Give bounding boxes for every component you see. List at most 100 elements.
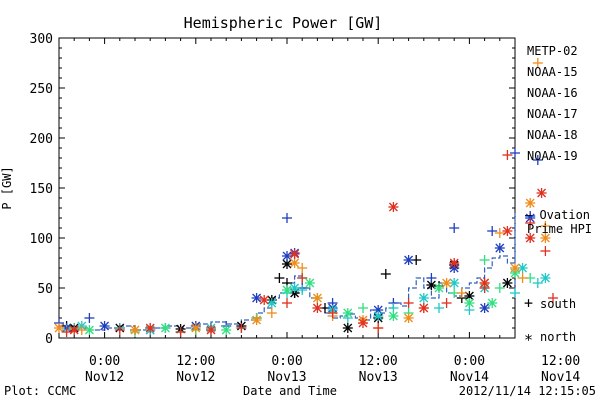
x-tick-label-day: Nov13 bbox=[359, 370, 398, 385]
x-tick-label-time: 12:00 bbox=[176, 354, 215, 369]
north-marker bbox=[206, 325, 216, 335]
south-marker bbox=[84, 313, 95, 323]
south-marker bbox=[548, 293, 558, 303]
y-tick-label: 50 bbox=[37, 282, 53, 297]
north-marker bbox=[502, 226, 513, 236]
x-tick-label-time: 0:00 bbox=[454, 354, 485, 369]
north-marker bbox=[130, 325, 140, 335]
north-marker bbox=[418, 293, 429, 303]
x-axis: 0:00Nov1212:00Nov120:00Nov1312:00Nov130:… bbox=[58, 38, 580, 385]
south-marker bbox=[441, 298, 452, 308]
south-marker bbox=[297, 285, 308, 295]
y-tick-label: 250 bbox=[30, 82, 53, 97]
south-marker bbox=[61, 327, 72, 337]
north-marker bbox=[251, 293, 262, 303]
north-marker bbox=[510, 263, 520, 273]
south-marker bbox=[532, 155, 543, 165]
data-markers bbox=[54, 58, 558, 337]
south-marker bbox=[540, 246, 551, 256]
north-marker bbox=[358, 318, 368, 328]
south-marker bbox=[532, 278, 543, 288]
legend-entry: NOAA-17 bbox=[527, 107, 578, 121]
x-tick-label-day: Nov13 bbox=[267, 370, 306, 385]
south-marker bbox=[479, 255, 490, 265]
north-marker bbox=[69, 325, 80, 335]
north-marker bbox=[525, 198, 536, 208]
south-marker bbox=[426, 273, 437, 283]
north-marker bbox=[190, 323, 201, 333]
x-tick-label-time: 0:00 bbox=[271, 354, 302, 369]
south-marker bbox=[236, 323, 247, 333]
south-marker bbox=[380, 269, 391, 279]
x-tick-label-time: 12:00 bbox=[359, 354, 398, 369]
south-marker bbox=[510, 148, 520, 158]
marker-legend-symbol: * bbox=[524, 331, 533, 349]
south-marker bbox=[532, 58, 543, 68]
y-tick-label: 150 bbox=[30, 182, 53, 197]
south-marker bbox=[434, 303, 444, 313]
marker-legend: + south * north bbox=[524, 294, 576, 349]
ovation-series bbox=[58, 213, 516, 331]
x-tick-label-time: 12:00 bbox=[541, 354, 580, 369]
north-marker bbox=[540, 273, 551, 283]
legend-entry: NOAA-18 bbox=[527, 128, 578, 142]
x-tick-label-day: Nov14 bbox=[541, 370, 580, 385]
north-marker bbox=[502, 278, 513, 288]
north-marker bbox=[160, 323, 171, 333]
north-marker bbox=[388, 202, 399, 212]
south-marker bbox=[540, 221, 551, 231]
legend-entry: METP-02 bbox=[527, 44, 578, 58]
north-marker bbox=[403, 255, 414, 265]
north-marker bbox=[449, 258, 460, 268]
north-marker bbox=[259, 295, 270, 305]
north-marker bbox=[312, 303, 323, 313]
north-marker bbox=[251, 315, 262, 325]
north-marker bbox=[403, 313, 414, 323]
south-marker bbox=[502, 150, 513, 160]
north-marker bbox=[312, 293, 323, 303]
x-tick-label-day: Nov12 bbox=[176, 370, 215, 385]
north-marker bbox=[342, 308, 353, 318]
south-marker bbox=[175, 327, 186, 337]
south-marker bbox=[282, 298, 292, 308]
marker-legend-label: south bbox=[540, 297, 576, 311]
north-marker bbox=[282, 251, 292, 261]
north-marker bbox=[388, 311, 399, 321]
north-marker bbox=[487, 298, 498, 308]
timestamp: 2012/11/14 12:15:05 bbox=[459, 384, 596, 398]
north-marker bbox=[434, 283, 444, 293]
south-marker bbox=[494, 228, 505, 238]
north-marker bbox=[373, 311, 384, 321]
plot-credit: Plot: CCMC bbox=[4, 384, 76, 398]
north-marker bbox=[304, 278, 315, 288]
south-marker bbox=[494, 283, 505, 293]
south-marker bbox=[373, 323, 384, 333]
y-tick-label: 100 bbox=[30, 232, 53, 247]
north-marker bbox=[145, 323, 156, 333]
south-marker bbox=[525, 218, 536, 228]
south-marker bbox=[510, 288, 520, 298]
north-marker bbox=[540, 233, 551, 243]
south-marker bbox=[282, 213, 292, 223]
north-marker bbox=[54, 323, 64, 333]
north-marker bbox=[494, 243, 505, 253]
south-marker bbox=[297, 273, 308, 283]
north-marker bbox=[282, 285, 292, 295]
ovation-line bbox=[58, 213, 516, 331]
north-marker bbox=[289, 258, 300, 268]
south-marker bbox=[403, 298, 414, 308]
ovation-label: — Ovation bbox=[525, 208, 590, 222]
legend-entry: NOAA-19 bbox=[527, 149, 578, 163]
north-marker bbox=[266, 298, 277, 308]
north-marker bbox=[99, 321, 110, 331]
y-tick-label: 300 bbox=[30, 32, 53, 47]
south-marker bbox=[517, 273, 528, 283]
legend: METP-02 NOAA-15 NOAA-16 NOAA-17 NOAA-18 NOAA-… bbox=[527, 44, 578, 163]
south-marker bbox=[456, 288, 467, 298]
south-marker bbox=[487, 226, 498, 236]
north-marker bbox=[342, 323, 353, 333]
north-marker bbox=[464, 298, 475, 308]
x-axis-label: Date and Time bbox=[243, 384, 337, 398]
south-marker bbox=[449, 223, 460, 233]
